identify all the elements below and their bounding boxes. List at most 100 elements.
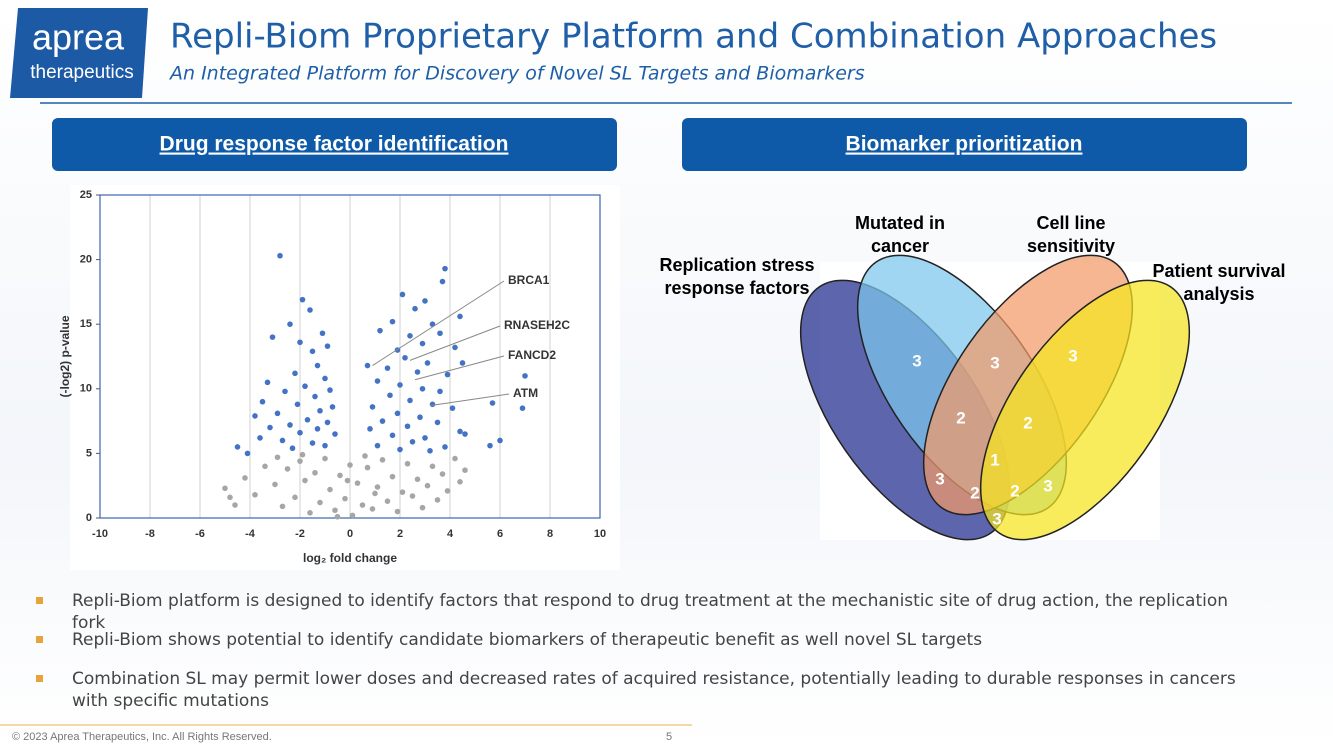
data-point [342,495,348,502]
x-tick-label: 2 [397,528,403,540]
data-point [299,451,306,458]
data-point [404,460,411,467]
logo-shape [10,8,148,98]
data-point [354,480,361,486]
data-point [457,428,463,435]
annotation-label: BRCA1 [508,273,550,287]
data-point [437,388,443,395]
data-point [347,462,353,468]
data-point [394,410,401,417]
data-point [452,344,458,351]
data-point [312,469,318,476]
data-point [292,370,298,377]
data-point [374,442,381,449]
data-point [379,418,386,424]
data-point [419,504,426,511]
data-point [222,485,228,492]
data-point [372,490,378,497]
data-point [274,454,281,461]
bullet-text: Combination SL may permit lower doses an… [72,669,1236,711]
x-tick-label: -6 [195,528,205,540]
data-point [294,401,301,408]
data-point [519,405,526,411]
data-point [439,278,446,285]
y-tick-label: 0 [86,512,92,524]
data-point [302,477,308,484]
data-point [359,502,366,508]
plot-frame [99,194,601,519]
x-tick-label: 10 [594,528,606,540]
data-point [402,354,408,361]
venn-set-label: Cell line sensitivity [1027,213,1115,256]
data-point [369,506,376,512]
venn-region-count: 3 [912,351,921,370]
copyright: © 2023 Aprea Therapeutics, Inc. All Righ… [12,731,272,743]
data-point [297,458,303,464]
data-point [389,473,396,480]
x-tick-label: -10 [92,528,108,540]
data-point [332,431,338,437]
data-point [394,508,401,515]
data-point [252,491,258,498]
data-point [314,426,321,432]
data-point [314,362,321,369]
x-tick-label: 0 [347,528,353,540]
data-point [324,343,331,349]
data-point [289,445,296,452]
panel-heading-box [52,118,617,171]
data-point [324,419,331,426]
annotation-label: ATM [513,386,538,400]
annotation-label: FANCD2 [508,348,556,362]
data-point [322,442,328,449]
bullet-marker [36,675,43,682]
venn-set-label: Patient survival analysis [1152,261,1285,304]
venn-set [979,279,1191,541]
data-point [407,333,413,339]
bullet-text: Repli-Biom platform is designed to ident… [72,591,1229,633]
panel-heading: Biomarker prioritization [846,133,1083,156]
data-point [327,387,333,393]
data-point [414,476,421,483]
data-point [419,340,426,347]
x-tick-label: -2 [295,528,305,540]
x-tick-label: 8 [547,528,553,540]
data-point [437,330,443,337]
data-point [327,486,333,493]
panel-heading-box [682,118,1247,171]
data-point [497,437,503,444]
data-point [409,493,416,499]
data-point [487,442,493,449]
data-point [244,450,251,457]
data-point [369,404,376,410]
data-point [292,494,298,501]
data-point [462,467,468,473]
data-point [297,429,303,436]
panel-heading: Drug response factor identification [160,133,509,156]
data-point [272,481,278,488]
logo-bottom: therapeutics [30,62,134,83]
data-point [434,419,441,426]
data-point [322,375,328,382]
data-point [427,448,433,454]
page-number: 5 [666,731,672,743]
data-point [304,417,311,423]
bullet: Combination SL may permit lower doses an… [36,668,1252,712]
data-point [287,321,293,328]
data-point [387,392,393,399]
y-tick-label: 10 [80,383,92,395]
data-point [442,265,448,272]
data-point [462,431,468,437]
venn-set-label: Mutated in cancer [855,213,945,256]
data-point [414,369,421,375]
data-point [317,407,323,414]
bullet-marker [36,597,43,604]
title: Repli-Biom Proprietary Platform and Comb… [170,17,1217,57]
data-point [264,379,271,386]
venn-region-count: 2 [956,408,965,427]
data-point [362,453,368,459]
data-point [374,484,381,490]
x-axis-label: log₂ fold change [303,551,397,565]
data-point [489,400,496,406]
